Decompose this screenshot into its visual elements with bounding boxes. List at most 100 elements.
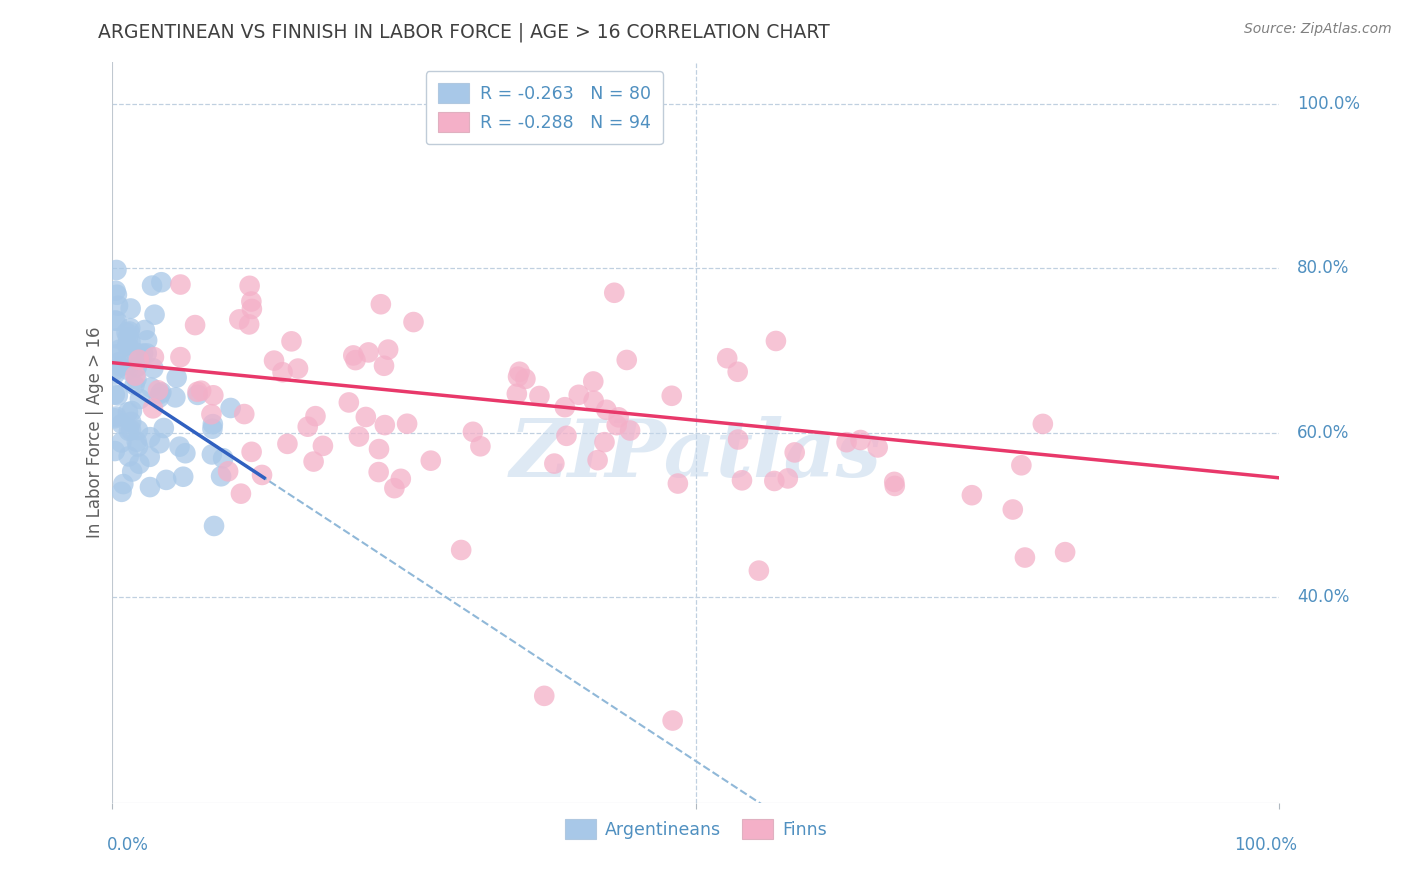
Point xyxy=(187,388,209,402)
Point xyxy=(239,278,262,293)
Point xyxy=(347,429,370,443)
Point xyxy=(155,473,177,487)
Point xyxy=(166,370,188,384)
Point xyxy=(121,404,143,418)
Point xyxy=(105,409,128,424)
Point xyxy=(200,407,222,421)
Point xyxy=(883,475,905,489)
Point xyxy=(470,439,492,453)
Point xyxy=(104,368,127,382)
Point xyxy=(129,349,152,363)
Point xyxy=(304,409,326,424)
Point xyxy=(125,434,148,449)
Point xyxy=(105,331,128,345)
Point xyxy=(727,365,749,379)
Point xyxy=(461,425,484,439)
Point xyxy=(217,464,239,478)
Point xyxy=(229,486,252,500)
Point xyxy=(139,380,162,394)
Point xyxy=(104,444,127,458)
Point xyxy=(1014,550,1036,565)
Point xyxy=(228,312,250,326)
Point xyxy=(554,400,576,414)
Text: Source: ZipAtlas.com: Source: ZipAtlas.com xyxy=(1244,22,1392,37)
Point xyxy=(186,384,208,399)
Point xyxy=(312,439,335,453)
Point xyxy=(110,484,132,499)
Point xyxy=(115,326,138,340)
Point xyxy=(125,359,148,374)
Point xyxy=(107,299,129,313)
Point xyxy=(111,417,134,431)
Point xyxy=(582,393,605,408)
Point xyxy=(104,284,127,298)
Point xyxy=(568,388,591,402)
Point xyxy=(142,401,165,416)
Point xyxy=(174,446,197,460)
Point xyxy=(169,277,191,292)
Point xyxy=(240,294,263,309)
Point xyxy=(666,476,689,491)
Text: 100.0%: 100.0% xyxy=(1296,95,1360,112)
Point xyxy=(337,395,360,409)
Point xyxy=(402,315,425,329)
Point xyxy=(165,391,187,405)
Point xyxy=(146,384,169,398)
Point xyxy=(763,474,786,488)
Point xyxy=(373,359,395,373)
Point xyxy=(593,435,616,450)
Point xyxy=(117,330,139,344)
Point xyxy=(368,442,391,456)
Point xyxy=(104,313,127,327)
Legend: Argentineans, Finns: Argentineans, Finns xyxy=(558,812,834,846)
Point xyxy=(115,338,138,352)
Point xyxy=(506,369,529,384)
Point xyxy=(135,346,157,360)
Point xyxy=(582,375,605,389)
Point xyxy=(276,437,298,451)
Point xyxy=(120,334,142,349)
Point xyxy=(139,430,162,444)
Point xyxy=(142,350,165,364)
Point xyxy=(606,418,628,433)
Point xyxy=(201,447,224,461)
Point xyxy=(849,433,872,447)
Point xyxy=(127,423,149,437)
Point xyxy=(129,392,152,406)
Point xyxy=(153,421,176,435)
Point xyxy=(727,433,749,447)
Text: 40.0%: 40.0% xyxy=(1296,588,1350,607)
Point xyxy=(117,338,139,352)
Point xyxy=(515,372,537,386)
Point xyxy=(219,401,242,415)
Text: 0.0%: 0.0% xyxy=(107,836,149,855)
Text: 100.0%: 100.0% xyxy=(1234,836,1296,855)
Point xyxy=(748,564,770,578)
Point xyxy=(115,358,138,372)
Point xyxy=(104,363,127,377)
Point xyxy=(143,308,166,322)
Point xyxy=(533,689,555,703)
Point xyxy=(555,429,578,443)
Point xyxy=(117,363,139,377)
Point xyxy=(297,419,319,434)
Point xyxy=(374,418,396,433)
Point xyxy=(201,422,224,436)
Point xyxy=(128,352,150,367)
Point xyxy=(202,388,225,402)
Point xyxy=(138,450,160,464)
Point xyxy=(117,405,139,419)
Point xyxy=(240,445,263,459)
Y-axis label: In Labor Force | Age > 16: In Labor Force | Age > 16 xyxy=(86,326,104,539)
Point xyxy=(125,345,148,359)
Point xyxy=(172,469,194,483)
Text: ARGENTINEAN VS FINNISH IN LABOR FORCE | AGE > 16 CORRELATION CHART: ARGENTINEAN VS FINNISH IN LABOR FORCE | … xyxy=(98,22,830,42)
Point xyxy=(603,285,626,300)
Point xyxy=(105,263,128,277)
Point xyxy=(105,347,128,361)
Point xyxy=(765,334,787,348)
Point xyxy=(118,424,141,438)
Point xyxy=(835,435,858,450)
Point xyxy=(1001,502,1024,516)
Point xyxy=(367,465,389,479)
